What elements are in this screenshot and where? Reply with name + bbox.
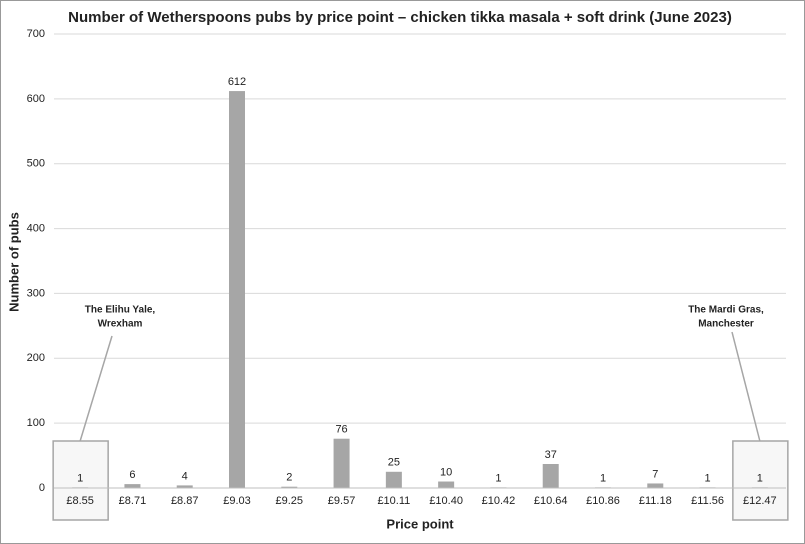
x-tick-label: £10.11 xyxy=(377,495,410,507)
x-tick-label: £9.57 xyxy=(328,495,356,507)
data-label: 7 xyxy=(652,468,658,480)
annotation-text: The Mardi Gras, xyxy=(688,305,764,316)
x-tick-label: £10.42 xyxy=(482,495,516,507)
data-label: 1 xyxy=(757,472,763,484)
bar xyxy=(281,486,298,488)
bar xyxy=(542,464,559,488)
x-tick-label: £11.18 xyxy=(639,495,672,507)
annotation-text: The Elihu Yale, xyxy=(85,305,156,316)
annotation-text: Wrexham xyxy=(98,319,143,330)
data-label: 76 xyxy=(335,424,347,436)
data-label: 10 xyxy=(440,466,452,478)
x-tick-label: £8.87 xyxy=(171,495,199,507)
data-label: 25 xyxy=(388,457,400,469)
bar xyxy=(229,91,245,489)
y-tick-label: 0 xyxy=(39,482,45,494)
x-axis-title: Price point xyxy=(386,516,454,531)
bar xyxy=(438,481,455,488)
x-tick-label: £12.47 xyxy=(743,495,777,507)
data-label: 1 xyxy=(600,472,606,484)
y-tick-label: 100 xyxy=(27,417,45,429)
data-label: 1 xyxy=(77,472,83,484)
annotation-box xyxy=(52,440,109,521)
annotation-leader xyxy=(731,331,761,442)
chart-title: Number of Wetherspoons pubs by price poi… xyxy=(68,9,732,26)
annotation-text: Manchester xyxy=(698,319,754,330)
data-label: 4 xyxy=(182,470,188,482)
x-tick-label: £11.56 xyxy=(691,495,724,507)
x-tick-label: £9.25 xyxy=(276,495,304,507)
y-tick-label: 400 xyxy=(27,222,45,234)
bar xyxy=(385,471,402,488)
y-axis-title: Number of pubs xyxy=(6,212,21,312)
x-tick-label: £8.71 xyxy=(119,495,147,507)
data-label: 2 xyxy=(286,472,292,484)
data-label: 1 xyxy=(495,472,501,484)
x-tick-label: £9.03 xyxy=(223,495,251,507)
y-tick-label: 200 xyxy=(27,352,45,364)
y-tick-label: 500 xyxy=(27,158,45,170)
x-tick-label: £10.86 xyxy=(586,495,620,507)
y-tick-label: 700 xyxy=(27,28,45,40)
bar xyxy=(176,485,193,488)
bar xyxy=(124,484,141,488)
data-label: 612 xyxy=(228,76,246,88)
bar xyxy=(333,438,350,488)
y-tick-label: 600 xyxy=(27,93,45,105)
annotation-box xyxy=(732,440,789,521)
bar xyxy=(647,483,664,488)
x-tick-label: £10.64 xyxy=(534,495,568,507)
annotation-leader xyxy=(79,335,113,442)
y-tick-label: 300 xyxy=(27,287,45,299)
x-tick-label: £8.55 xyxy=(66,495,94,507)
data-label: 1 xyxy=(705,472,711,484)
x-tick-label: £10.40 xyxy=(429,495,463,507)
data-label: 37 xyxy=(545,449,557,461)
data-label: 6 xyxy=(129,469,135,481)
